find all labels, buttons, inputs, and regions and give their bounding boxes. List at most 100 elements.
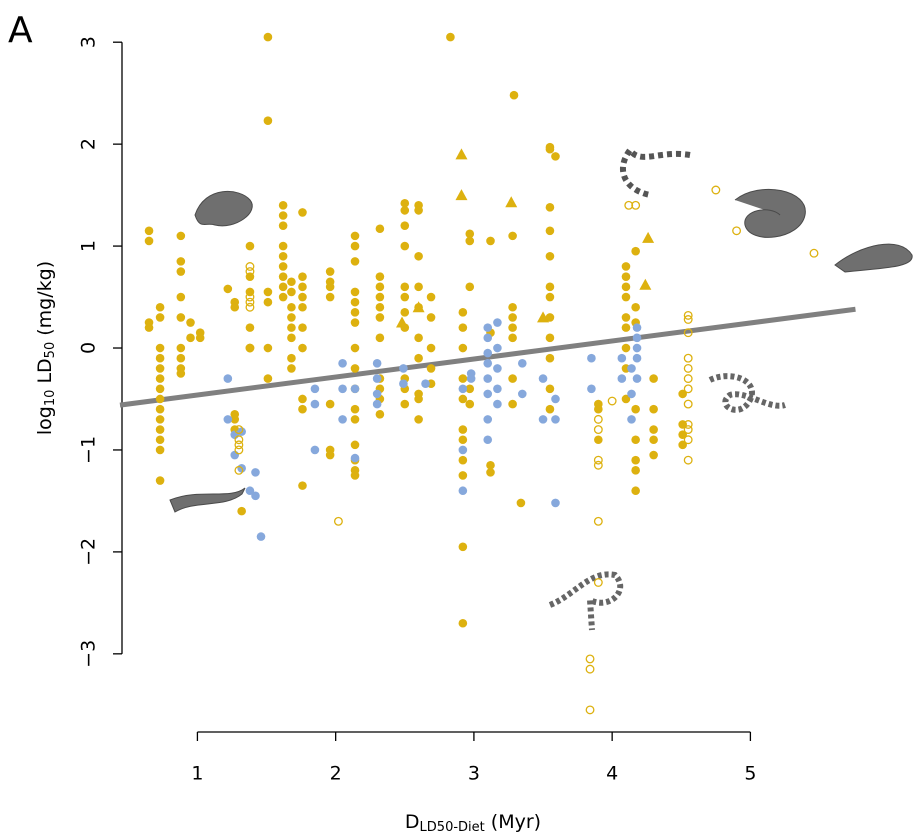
point [545, 282, 555, 292]
point [155, 384, 165, 394]
point [508, 374, 517, 383]
point [624, 200, 634, 210]
point [155, 394, 165, 404]
point [551, 152, 560, 161]
point [372, 359, 382, 368]
panel-label: A [8, 10, 33, 51]
point [176, 313, 186, 322]
point [186, 333, 195, 343]
point [375, 292, 385, 302]
point [621, 272, 631, 281]
point [632, 323, 642, 332]
point [263, 297, 273, 307]
snake-icon [734, 188, 806, 238]
point [350, 343, 360, 353]
point [585, 664, 595, 674]
point [545, 226, 555, 236]
point [465, 384, 475, 394]
point [632, 333, 642, 343]
point [649, 404, 658, 414]
point [809, 248, 819, 258]
point [278, 292, 288, 302]
point [466, 374, 476, 383]
point [287, 353, 296, 363]
point [545, 251, 555, 261]
point [155, 313, 165, 322]
point [426, 343, 436, 353]
triangle-point [639, 278, 652, 290]
point [632, 374, 642, 383]
point [587, 384, 596, 394]
point [176, 292, 186, 302]
point [458, 471, 468, 480]
y-tick-label: 3 [78, 36, 100, 48]
point [400, 221, 410, 230]
point [458, 618, 468, 628]
point [400, 308, 410, 317]
point [176, 369, 186, 378]
snake-icon [619, 144, 691, 198]
point [508, 323, 517, 332]
point [278, 221, 288, 230]
point [278, 211, 288, 220]
point [551, 415, 560, 424]
point [144, 236, 154, 246]
point [732, 226, 742, 236]
point [350, 471, 360, 480]
x-tick-label: 1 [191, 763, 203, 785]
point [372, 399, 382, 409]
snake-icon [834, 243, 913, 273]
point [176, 343, 186, 353]
point [350, 453, 360, 463]
point [678, 389, 687, 399]
point [493, 343, 502, 353]
point [545, 353, 555, 363]
y-tick-label: −1 [78, 436, 100, 464]
point [483, 348, 493, 358]
point [372, 389, 382, 399]
point [155, 445, 165, 455]
x-tick-label: 5 [744, 763, 756, 785]
point [649, 425, 658, 434]
point [458, 435, 468, 445]
point [350, 241, 360, 251]
point [338, 384, 347, 394]
point [350, 404, 360, 414]
point [400, 206, 410, 215]
point [350, 287, 360, 297]
point [593, 425, 603, 435]
point [631, 455, 640, 465]
point [483, 389, 493, 399]
point [683, 315, 693, 324]
point [298, 292, 307, 302]
point [545, 404, 555, 414]
point [176, 267, 186, 276]
point [256, 532, 266, 541]
x-tick-label: 3 [468, 763, 480, 785]
point [486, 460, 495, 470]
point [278, 241, 288, 251]
point [245, 343, 255, 353]
point [155, 353, 165, 363]
point [631, 466, 640, 475]
point [508, 302, 517, 312]
point [458, 542, 468, 552]
point [400, 282, 410, 292]
point [621, 282, 631, 292]
point [545, 313, 555, 322]
point [483, 374, 493, 383]
point [245, 297, 255, 307]
point [627, 415, 636, 424]
y-label-part: (mg/kg) [34, 261, 56, 342]
point [287, 313, 296, 322]
point [627, 389, 636, 399]
point [493, 318, 502, 327]
x-tick-label: 2 [330, 763, 342, 785]
point [230, 415, 240, 424]
point [144, 323, 154, 332]
point [287, 302, 296, 312]
point [465, 236, 475, 246]
point [325, 450, 335, 460]
point [245, 302, 255, 312]
point [593, 455, 603, 465]
